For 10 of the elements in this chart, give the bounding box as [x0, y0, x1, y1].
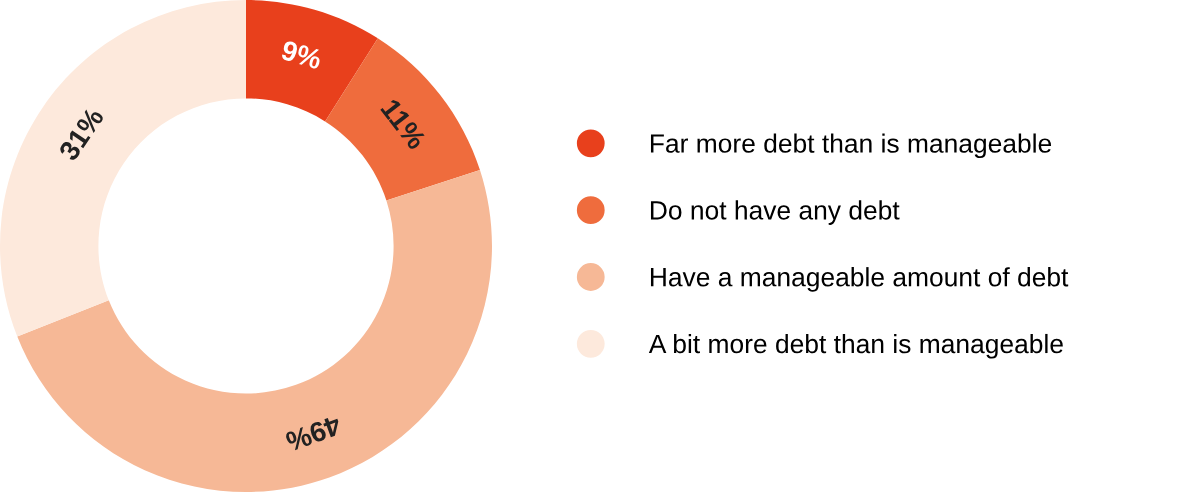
donut-slice [17, 169, 492, 492]
legend-label: A bit more debt than is manageable [648, 333, 1063, 359]
data-label: 9% [280, 39, 323, 70]
donut-slice [246, 0, 378, 122]
legend-label: Have a manageable amount of debt [650, 267, 1069, 292]
donut-slice [325, 38, 480, 201]
donut-slice [0, 0, 246, 337]
legend-label: Do not have any debt [650, 200, 900, 225]
data-label: 49% [284, 414, 343, 452]
legend-label: Far more debt than is manageable [650, 133, 1052, 159]
